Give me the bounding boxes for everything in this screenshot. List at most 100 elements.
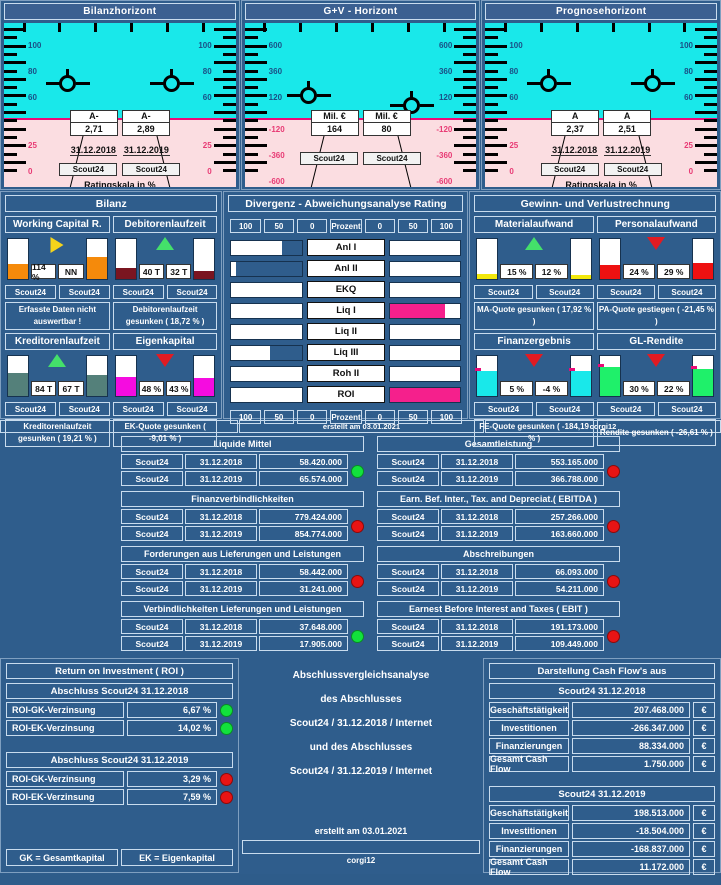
kpi-company-1[interactable]: Scout24 <box>112 285 164 299</box>
kpi-note: PA-Quote gestiegen ( -21,45 % ) <box>596 302 716 330</box>
horizon-tick-label: 100 <box>679 41 694 50</box>
cashflow-row-unit: € <box>693 720 715 736</box>
kpi-note: Kreditorenlaufzeit gesunken ( 19,21 % ) <box>5 419 110 447</box>
cashflow-row-unit: € <box>693 702 715 718</box>
kpi-company-2[interactable]: Scout24 <box>535 285 594 299</box>
kpi-company-2[interactable]: Scout24 <box>657 402 717 416</box>
horizon-ground <box>4 118 236 187</box>
kpi-company-2[interactable]: Scout24 <box>166 402 218 416</box>
horizon-scale-r: 100 80 60 25 0 <box>198 23 236 187</box>
horizon-rating-box-0[interactable]: Mil. € 164 <box>310 109 359 136</box>
horizon-company[interactable]: Scout24 <box>122 162 181 176</box>
kpi-company-row: Scout24 Scout24 <box>5 285 110 299</box>
kpi-company-2[interactable]: Scout24 <box>58 402 110 416</box>
divergenz-row-5: Liq III <box>230 344 462 361</box>
kpi-company-1[interactable]: Scout24 <box>596 402 655 416</box>
horizon-rating-box-1[interactable]: Mil. € 80 <box>362 109 411 136</box>
kpi-company-2[interactable]: Scout24 <box>535 402 594 416</box>
divergenz-label[interactable]: Liq II <box>306 323 385 340</box>
table-cell-value: 65.574.000 <box>259 471 348 486</box>
kpi-company-2[interactable]: Scout24 <box>166 285 218 299</box>
horizon-rating-value: 2,37 <box>551 122 600 136</box>
table-cell-value: 553.165.000 <box>515 454 604 469</box>
horizon-company-row: Scout24 Scout24 <box>245 151 477 165</box>
table-cell-company: Scout24 <box>377 581 439 596</box>
horizon-tick-label: 0 <box>207 167 212 176</box>
horizon-scale-l: 100 80 60 25 0 <box>4 23 42 187</box>
cashflow-row: Investitionen -266.347.000 € <box>488 720 715 736</box>
bilanz-kpi-head: Debitorenlaufzeit <box>112 216 218 233</box>
table-head: Forderungen aus Lieferungen und Leistung… <box>121 546 364 562</box>
kpi-company-1[interactable]: Scout24 <box>5 402 56 416</box>
horizon-tick-label: -600 <box>268 177 285 186</box>
horizon-company[interactable]: Scout24 <box>59 162 118 176</box>
divergenz-scale-tick: 0 <box>297 410 328 424</box>
cashflow-row-value: -266.347.000 <box>572 720 690 736</box>
cashflow-row-value: 11.172.000 <box>572 859 690 875</box>
table-cell-value: 58.420.000 <box>259 454 348 469</box>
table-cell-value: 779.424.000 <box>259 509 348 524</box>
cashflow-row: Geschäftstätigkeit 198.513.000 € <box>488 805 715 821</box>
horizon-company[interactable]: Scout24 <box>300 151 358 165</box>
divergenz-label[interactable]: Liq III <box>306 344 385 361</box>
divergenz-label[interactable]: EKQ <box>306 281 385 298</box>
divergenz-row-4: Liq II <box>230 323 462 340</box>
cashflow-row-value: -168.837.000 <box>572 841 690 857</box>
horizon-tick-label: -360 <box>268 151 285 160</box>
cashflow-row-unit: € <box>693 823 715 839</box>
horizon-company[interactable]: Scout24 <box>540 162 599 176</box>
divergenz-row-6: Roh II <box>230 365 462 382</box>
horizon-rating-box-0[interactable]: A- 2,71 <box>69 109 118 136</box>
bilanz-kpi-2: Kreditorenlaufzeit 84 T 67 T Scout24 Sco… <box>5 333 110 447</box>
kpi-value-1: 5 % <box>500 381 534 396</box>
divergenz-label[interactable]: Liq I <box>306 302 385 319</box>
kpi-company-1[interactable]: Scout24 <box>112 402 164 416</box>
guv-kpi-3: GL-Rendite 30 % 22 % Scout24 Scout24 Ren… <box>596 333 717 447</box>
kpi-company-1[interactable]: Scout24 <box>596 285 655 299</box>
bilanz-kpi-3: Eigenkapital 48 % 43 % Scout24 Scout24 E… <box>112 333 218 447</box>
divergenz-label[interactable]: ROI <box>306 386 385 403</box>
horizon-tick-label: -120 <box>268 125 285 134</box>
status-indicator-green <box>351 629 364 643</box>
divergenz-label[interactable]: Roh II <box>306 365 385 382</box>
horizon-rating-box-0[interactable]: A 2,37 <box>551 109 600 136</box>
divergenz-label[interactable]: Anl I <box>306 239 385 256</box>
table-rows: Scout24 31.12.2018 37.648.000 Scout24 31… <box>121 619 348 653</box>
horizon-tick-label: 100 <box>28 41 42 50</box>
kpi-company-row: Scout24 Scout24 <box>112 285 218 299</box>
cashflow-row-value: 1.750.000 <box>572 756 690 772</box>
table-body: Scout24 31.12.2018 66.093.000 Scout24 31… <box>377 564 620 598</box>
summary-line-3: Scout24 / 31.12.2018 / Internet <box>289 718 433 729</box>
status-indicator-red <box>351 519 364 533</box>
left-table-1: Finanzverbindlichkeiten Scout24 31.12.20… <box>121 491 364 543</box>
divergenz-label[interactable]: Anl II <box>306 260 385 277</box>
horizon-company[interactable]: Scout24 <box>363 151 421 165</box>
status-indicator-red <box>607 574 620 588</box>
kpi-company-2[interactable]: Scout24 <box>657 285 717 299</box>
kpi-values: 5 % -4 % <box>500 381 568 396</box>
guv-kpi-grid: Materialaufwand 15 % 12 % Scout24 Scout2… <box>470 212 720 451</box>
kpi-company-1[interactable]: Scout24 <box>474 402 533 416</box>
horizon-panels: Bilanzhorizont 100 80 60 25 0 100 80 60 25 0 A- <box>0 0 721 190</box>
divergenz-row-3: Liq I <box>230 302 462 319</box>
kpi-trend-down-icon <box>647 237 666 250</box>
divergenz-bar-left <box>230 302 303 319</box>
horizon-panel-2: Prognosehorizont 100 80 60 25 0 100 80 60 25 0 A <box>481 0 721 190</box>
table-row: Scout24 31.12.2019 65.574.000 <box>121 471 348 486</box>
kpi-company-2[interactable]: Scout24 <box>58 285 110 299</box>
kpi-trend-up-icon <box>48 354 67 367</box>
table-row: Scout24 31.12.2018 58.420.000 <box>121 454 348 469</box>
horizon-rating-box-1[interactable]: A- 2,89 <box>121 109 170 136</box>
horizon-title: Prognosehorizont <box>485 3 718 20</box>
roi-row: ROI-EK-Verzinsung 7,59 % <box>6 789 234 805</box>
table-cell-company: Scout24 <box>377 636 439 651</box>
table-head: Liquide Mittel <box>121 436 364 452</box>
kpi-value-1: 15 % <box>500 264 534 279</box>
left-table-0: Liquide Mittel Scout24 31.12.2018 58.420… <box>121 436 364 488</box>
horizon-company[interactable]: Scout24 <box>603 162 662 176</box>
horizon-rating-box-1[interactable]: A 2,51 <box>603 109 652 136</box>
horizon-tick-label: 60 <box>202 93 212 102</box>
kpi-company-1[interactable]: Scout24 <box>5 285 56 299</box>
table-cell-company: Scout24 <box>377 509 439 524</box>
kpi-company-1[interactable]: Scout24 <box>474 285 533 299</box>
